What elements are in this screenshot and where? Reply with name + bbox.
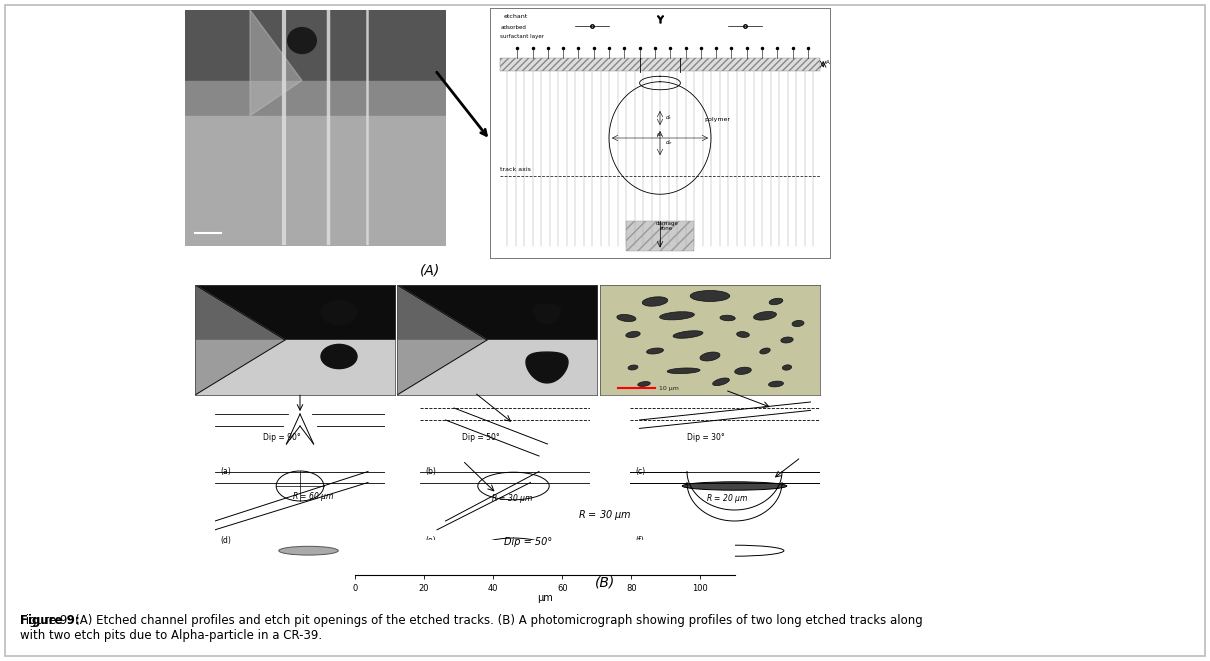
Ellipse shape xyxy=(793,321,803,327)
Polygon shape xyxy=(534,304,560,324)
Text: Figure 9: (A) Etched channel profiles and etch pit openings of the etched tracks: Figure 9: (A) Etched channel profiles an… xyxy=(21,614,923,642)
Ellipse shape xyxy=(682,482,786,490)
Ellipse shape xyxy=(628,365,638,370)
Polygon shape xyxy=(397,285,486,395)
Text: (e): (e) xyxy=(425,536,436,545)
Text: Dip = 50°: Dip = 50° xyxy=(503,537,552,547)
Text: track axis: track axis xyxy=(500,167,531,171)
Ellipse shape xyxy=(734,368,751,374)
Ellipse shape xyxy=(278,546,339,555)
Text: (A): (A) xyxy=(420,264,440,278)
Ellipse shape xyxy=(638,381,650,387)
X-axis label: μm: μm xyxy=(537,593,553,603)
Text: Figure 9:: Figure 9: xyxy=(21,614,83,627)
Ellipse shape xyxy=(659,312,695,320)
Ellipse shape xyxy=(760,348,771,354)
Ellipse shape xyxy=(673,330,703,338)
Text: (d): (d) xyxy=(220,536,231,545)
Polygon shape xyxy=(250,10,302,116)
Ellipse shape xyxy=(626,331,640,338)
Ellipse shape xyxy=(780,337,794,343)
Text: polymer: polymer xyxy=(704,116,730,122)
Text: $d_e$: $d_e$ xyxy=(666,138,673,147)
Polygon shape xyxy=(195,285,286,395)
Ellipse shape xyxy=(737,332,749,337)
Ellipse shape xyxy=(720,315,736,321)
Ellipse shape xyxy=(770,298,783,305)
Text: $R$ = 30 μm: $R$ = 30 μm xyxy=(491,492,534,505)
Text: (b): (b) xyxy=(425,467,436,476)
Ellipse shape xyxy=(768,381,784,387)
Text: Dip = 50°: Dip = 50° xyxy=(462,434,500,442)
Text: Dip = 30°: Dip = 30° xyxy=(687,434,725,442)
Ellipse shape xyxy=(667,368,701,373)
Text: (a): (a) xyxy=(220,467,231,476)
Ellipse shape xyxy=(321,344,357,369)
Text: (f): (f) xyxy=(635,536,645,545)
Polygon shape xyxy=(526,352,567,383)
Ellipse shape xyxy=(699,352,720,361)
Circle shape xyxy=(288,28,316,54)
Text: Dip = 90°: Dip = 90° xyxy=(263,434,300,442)
Ellipse shape xyxy=(321,300,357,325)
Text: $R$ = 60 μm: $R$ = 60 μm xyxy=(292,490,334,503)
Ellipse shape xyxy=(646,348,663,354)
Text: A: A xyxy=(826,60,830,65)
Text: $R$ = 20 μm: $R$ = 20 μm xyxy=(705,492,749,505)
Text: 10 μm: 10 μm xyxy=(659,386,679,391)
Text: $R$ = 30 μm: $R$ = 30 μm xyxy=(578,508,632,522)
Text: adsorbed: adsorbed xyxy=(500,25,526,30)
Text: etchant: etchant xyxy=(503,14,528,19)
Ellipse shape xyxy=(643,297,668,306)
Text: $d_s$: $d_s$ xyxy=(656,130,664,139)
Ellipse shape xyxy=(713,378,730,385)
Ellipse shape xyxy=(690,290,730,301)
Ellipse shape xyxy=(754,311,777,320)
Ellipse shape xyxy=(617,315,636,321)
Text: (B): (B) xyxy=(595,576,615,590)
Ellipse shape xyxy=(783,365,791,370)
Text: (c): (c) xyxy=(635,467,646,476)
Text: damage
zone: damage zone xyxy=(656,221,679,231)
Text: $d_t$: $d_t$ xyxy=(666,113,673,122)
Text: surfactant layer: surfactant layer xyxy=(500,34,544,38)
